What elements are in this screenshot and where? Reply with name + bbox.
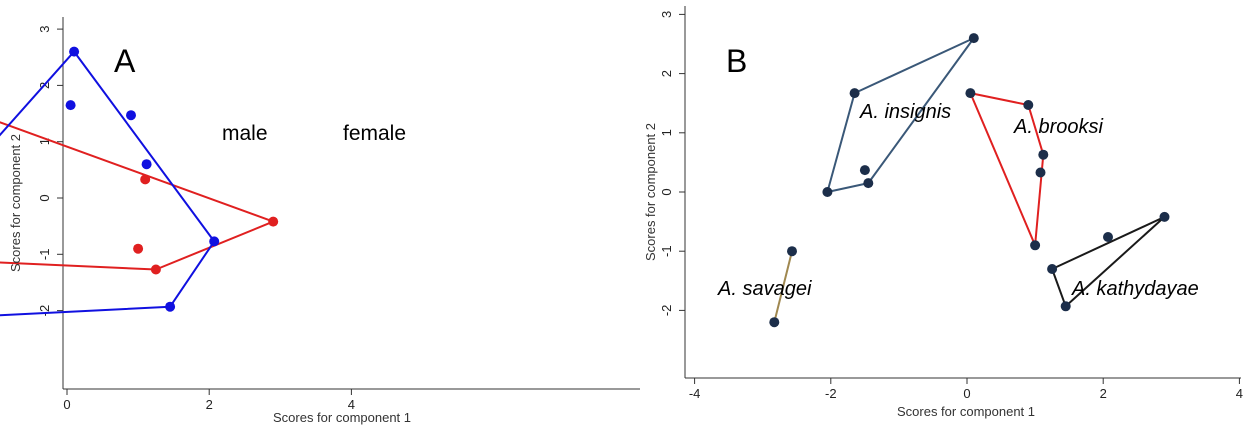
data-point [140,174,151,185]
data-point [1047,264,1058,274]
x-tick-label: 4 [348,397,355,412]
data-point [69,46,80,57]
data-point [968,33,979,44]
species-label-brooksi: A. brooksi [1013,116,1103,138]
legend-label-female: female [343,122,406,145]
x-tick-label: 4 [1236,386,1243,401]
data-point [1060,301,1071,312]
species-label-insignis: A. insignis [859,101,951,123]
x-tick-label: -4 [689,386,701,401]
y-tick-label: 0 [659,188,674,195]
y-tick-label: -2 [659,305,674,317]
legend-label-male: male [222,122,268,145]
panel-b: -4 -2 0 2 4 -2 -1 0 1 2 3 B A. insignis A. brooksi… [643,6,1243,419]
x-axis-title: Scores for component 1 [273,410,411,425]
x-tick-label: 0 [63,397,70,412]
data-point [1030,240,1041,251]
data-point [1159,211,1170,222]
y-tick-label: 1 [659,129,674,136]
data-point [165,301,176,312]
data-point [133,243,144,254]
data-point [1023,100,1034,110]
y-tick-label: -2 [37,305,52,317]
y-axis-title: Scores for component 2 [643,123,658,261]
data-point [863,178,874,189]
hull-a-savagei [773,250,793,323]
data-point [849,88,860,99]
data-point [1038,149,1049,160]
y-tick-label: -1 [659,245,674,257]
hull-female [0,50,216,317]
y-tick-label: -1 [37,249,52,261]
data-points [769,33,1170,328]
panel-letter: B [726,43,747,79]
x-tick-label: -2 [825,386,837,401]
data-point [209,236,220,247]
x-axis-title: Scores for component 1 [897,404,1035,419]
axis-ticks: -4 -2 0 2 4 -2 -1 0 1 2 3 [659,11,1243,401]
hull-polygons [0,50,275,317]
species-label-savagei: A. savagei [717,278,812,300]
data-point [150,264,161,275]
species-label-kathydayae: A. kathydayae [1071,278,1199,300]
data-point [769,317,780,328]
data-point [126,110,136,121]
y-axis-title: Scores for component 2 [8,134,23,272]
y-tick-label: 3 [659,11,674,18]
data-point [1035,167,1046,178]
hull-a-kathydayae [1051,215,1166,308]
y-tick-label: 3 [37,25,52,32]
data-point [268,216,279,227]
data-point [965,88,976,99]
data-point [65,100,76,111]
x-tick-label: 2 [206,397,213,412]
y-tick-label: 0 [37,194,52,201]
panel-letter: A [114,43,136,79]
y-tick-label: 1 [37,138,52,145]
x-tick-label: 2 [1100,386,1107,401]
data-point [1103,232,1113,242]
data-points [65,46,279,312]
x-tick-label: 0 [963,386,970,401]
data-point [787,246,797,257]
data-point [822,187,833,197]
y-tick-label: 2 [659,70,674,77]
data-point [141,159,152,170]
data-point [859,165,870,176]
